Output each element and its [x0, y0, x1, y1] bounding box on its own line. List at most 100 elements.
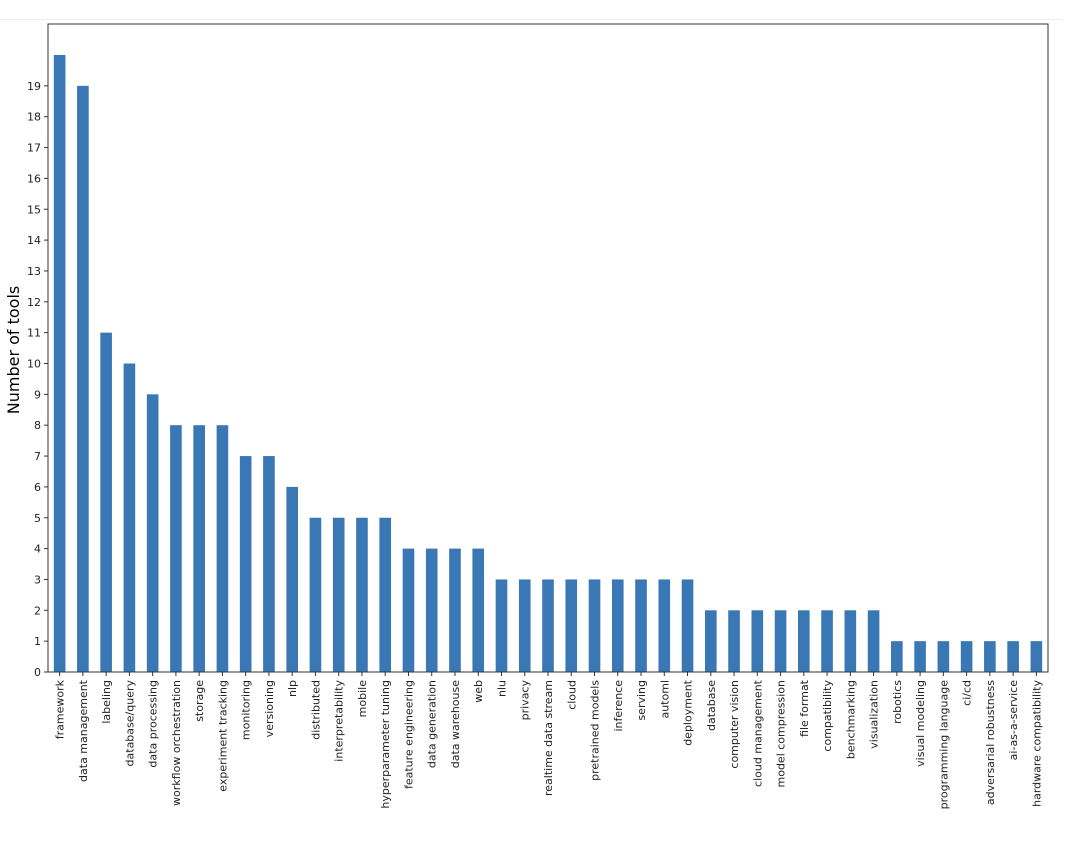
bar	[728, 610, 740, 672]
bar	[472, 548, 485, 672]
bar	[449, 548, 461, 672]
axes-frame	[47, 23, 1049, 673]
y-tick-label: 8	[34, 419, 41, 432]
bar	[123, 363, 136, 672]
x-tick-label: visual modeling	[914, 680, 927, 767]
bar	[914, 641, 926, 672]
x-tick-label: data warehouse	[449, 680, 462, 768]
x-tick-label: mobile	[356, 680, 369, 718]
y-tick-label: 14	[27, 234, 41, 247]
x-tick-label: programming language	[937, 680, 950, 810]
x-tick-label: labeling	[100, 680, 113, 724]
bar	[635, 579, 647, 672]
bar	[542, 579, 554, 672]
x-tick-label: interpretability	[333, 680, 346, 762]
bar	[984, 641, 996, 672]
x-tick-label: file format	[798, 679, 811, 737]
x-tick-label: database/query	[123, 680, 136, 767]
x-tick-label: hyperparameter tuning	[379, 680, 392, 809]
bar	[844, 610, 857, 672]
y-tick-label: 9	[34, 388, 41, 401]
bar	[356, 517, 368, 672]
bar	[658, 579, 671, 672]
bar	[1030, 641, 1043, 672]
y-tick-label: 2	[34, 604, 41, 617]
bar	[77, 85, 89, 673]
y-tick-label: 0	[34, 666, 41, 679]
y-tick-label: 7	[34, 450, 41, 463]
x-tick-label: data processing	[147, 680, 160, 768]
x-tick-label: database	[705, 680, 718, 731]
bar	[1007, 641, 1019, 672]
bar	[286, 486, 298, 672]
x-tick-label: web	[472, 680, 485, 703]
y-tick-label: 19	[27, 80, 41, 93]
x-tick-label: distributed	[309, 680, 322, 740]
x-tick-label: monitoring	[240, 680, 253, 740]
bar	[495, 579, 508, 672]
x-tick-label: feature engineering	[402, 680, 415, 789]
bar	[565, 579, 578, 672]
x-tick-label: privacy	[519, 680, 532, 721]
bar	[518, 579, 531, 672]
bar	[309, 517, 322, 672]
x-tick-label: framework	[54, 679, 67, 739]
bar	[332, 517, 345, 672]
x-tick-label: serving	[635, 680, 648, 721]
x-tick-label: nlu	[495, 680, 508, 697]
x-tick-label: robotics	[891, 680, 904, 724]
x-tick-label: benchmarking	[844, 680, 857, 759]
x-tick-label: adversarial robustness	[984, 680, 997, 805]
bar	[821, 610, 833, 672]
x-tick-label: model compression	[775, 680, 788, 788]
bar	[425, 548, 438, 672]
bar	[611, 579, 624, 672]
y-tick-label: 12	[27, 296, 41, 309]
bar	[146, 394, 159, 672]
y-tick-label: 18	[27, 111, 41, 124]
x-tick-label: ci/cd	[961, 680, 974, 706]
x-tick-label: storage	[193, 680, 206, 722]
top-divider	[0, 19, 1062, 20]
y-tick-label: 15	[27, 203, 41, 216]
bar	[53, 55, 66, 672]
x-tick-label: realtime data stream	[542, 680, 555, 796]
x-tick-label: experiment tracking	[216, 680, 229, 792]
bars	[53, 55, 1043, 673]
x-tick-label: data generation	[426, 680, 439, 768]
y-tick-label: 16	[27, 172, 41, 185]
x-tick-label: computer vision	[728, 680, 741, 769]
bar	[704, 610, 717, 672]
y-tick-label: 17	[27, 142, 41, 155]
y-tick-label: 5	[34, 512, 41, 525]
bar	[774, 610, 787, 672]
y-tick-label: 4	[34, 543, 41, 556]
x-tick-label: inference	[612, 680, 625, 732]
x-tick-label: pretrained models	[589, 680, 602, 781]
bar	[100, 332, 112, 672]
x-tick-label: compatibility	[821, 680, 834, 752]
y-tick-label: 3	[34, 573, 41, 586]
x-tick-label: data management	[77, 679, 90, 782]
x-tick-label: nlp	[286, 680, 299, 697]
y-tick-label: 10	[27, 358, 41, 371]
bar	[402, 548, 415, 672]
x-tick-label: cloud	[565, 680, 578, 710]
bar	[193, 425, 205, 672]
x-tick-label: visualization	[868, 680, 881, 749]
bar	[239, 456, 252, 672]
bar	[751, 610, 764, 672]
x-ticks: framework data management labeling database…	[54, 672, 1043, 810]
x-tick-label: versioning	[263, 680, 276, 737]
y-tick-label: 1	[34, 635, 41, 648]
bar	[891, 641, 903, 672]
y-tick-label: 13	[27, 265, 41, 278]
bar	[170, 425, 182, 672]
bar	[681, 579, 694, 672]
x-tick-label: hardware compatibility	[1030, 680, 1043, 807]
bar	[960, 641, 973, 672]
y-tick-label: 6	[34, 481, 41, 494]
x-tick-label: cloud management	[751, 679, 764, 787]
